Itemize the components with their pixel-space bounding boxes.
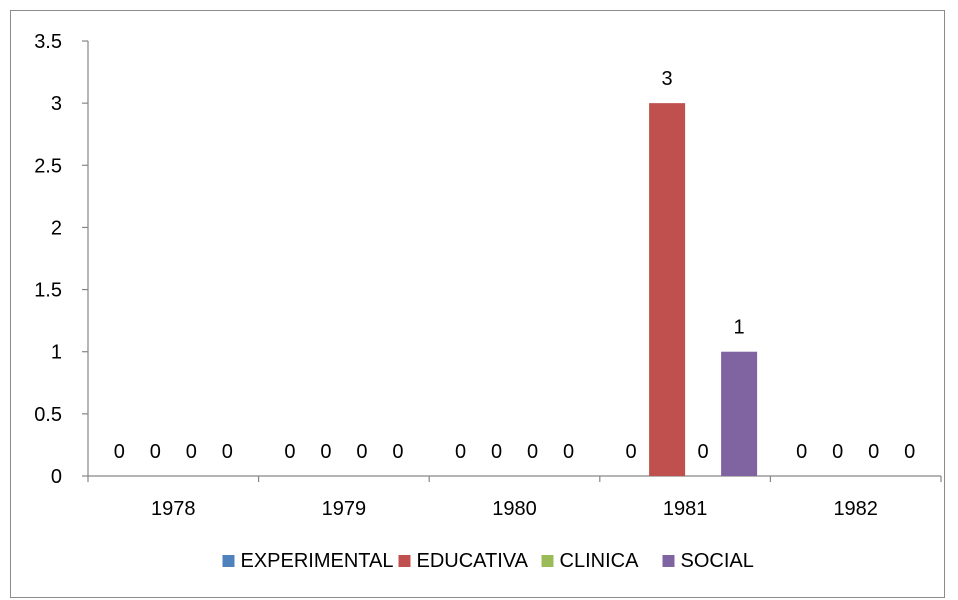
x-tick-label: 1980 (492, 498, 537, 520)
data-label: 0 (796, 441, 807, 463)
legend-swatch-educativa (398, 555, 411, 567)
legend: EXPERIMENTAL EDUCATIVA CLINICA SOCIAL (222, 550, 754, 572)
x-tick-label: 1979 (322, 498, 367, 520)
data-label: 0 (320, 441, 331, 463)
data-label: 0 (868, 441, 879, 463)
legend-label-educativa: EDUCATIVA (417, 550, 529, 572)
legend-swatch-social (662, 555, 675, 567)
y-tick-label: 2.5 (34, 155, 62, 177)
legend-swatch-clinica (541, 555, 554, 567)
data-label: 0 (491, 441, 502, 463)
data-label: 0 (356, 441, 367, 463)
data-label: 0 (832, 441, 843, 463)
bar-social-1981 (721, 351, 758, 476)
data-label: 0 (904, 441, 915, 463)
data-labels-layer: 0 0 0 0 0 0 0 0 0 0 0 0 0 3 0 1 0 0 0 0 (114, 68, 916, 463)
data-label: 0 (698, 441, 709, 463)
data-label: 0 (284, 441, 295, 463)
y-tick-label: 1.5 (34, 280, 62, 302)
bar-educativa-1981 (649, 103, 686, 477)
y-tick-label: 0 (51, 466, 62, 488)
data-label: 0 (222, 441, 233, 463)
y-tick-label: 3.5 (34, 31, 62, 53)
legend-label-experimental: EXPERIMENTAL (241, 550, 394, 572)
data-label: 0 (150, 441, 161, 463)
x-tick-label: 1978 (151, 498, 196, 520)
data-label: 0 (392, 441, 403, 463)
axis-layer: 0 0.5 1 1.5 2 2.5 3 3.5 1978 1979 1980 1981 1982 (34, 31, 942, 520)
x-tick-label: 1981 (663, 498, 708, 520)
data-label: 0 (455, 441, 466, 463)
y-tick-label: 1 (51, 342, 62, 364)
data-label: 0 (527, 441, 538, 463)
x-tick-label: 1982 (833, 498, 878, 520)
data-label: 0 (186, 441, 197, 463)
y-tick-label: 3 (51, 93, 62, 115)
legend-label-clinica: CLINICA (560, 550, 640, 572)
y-tick-label: 0.5 (34, 404, 62, 426)
bars-layer (649, 103, 758, 477)
legend-label-social: SOCIAL (681, 550, 754, 572)
y-tick-label: 2 (51, 217, 62, 239)
data-label: 3 (662, 68, 673, 90)
data-label: 0 (563, 441, 574, 463)
data-label: 0 (626, 441, 637, 463)
legend-swatch-experimental (222, 555, 235, 567)
data-label: 0 (114, 441, 125, 463)
data-label: 1 (734, 317, 745, 339)
